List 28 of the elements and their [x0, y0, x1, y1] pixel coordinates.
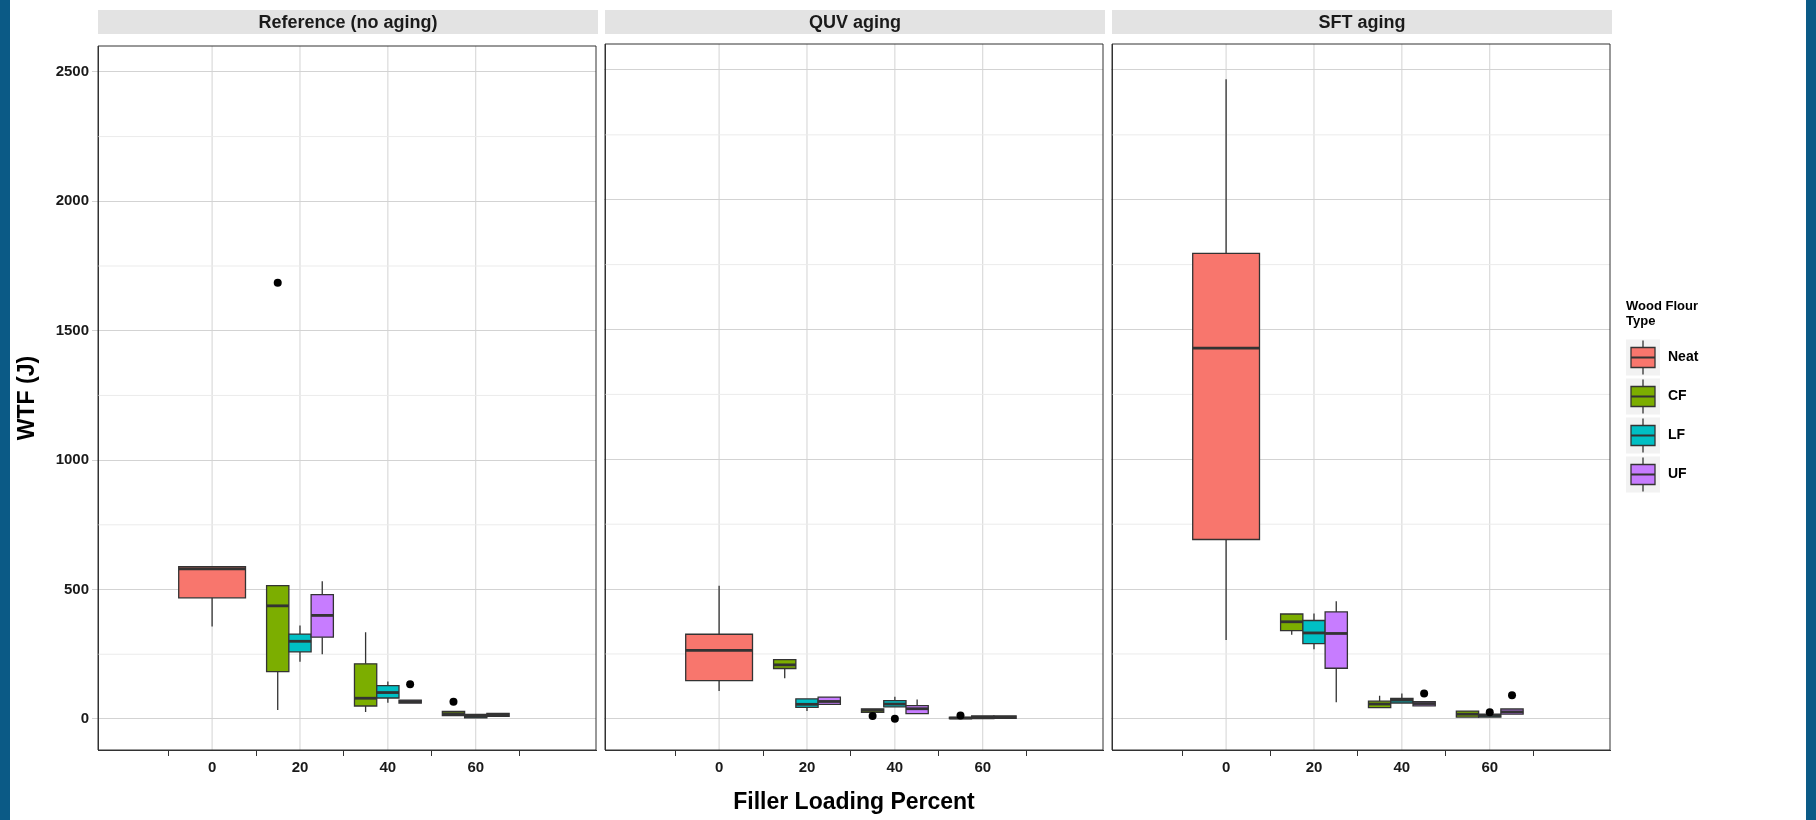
- x-tick-label: 60: [974, 758, 992, 776]
- y-tick-label: 2500: [55, 62, 89, 80]
- chart-title: Reference (no aging): [98, 10, 598, 34]
- y-tick-label: 1000: [55, 450, 89, 468]
- legend-label: Neat: [1668, 348, 1699, 365]
- x-tick-label: 40: [379, 758, 397, 776]
- x-tick-label: 60: [467, 758, 485, 776]
- x-tick-label: 0: [1221, 758, 1231, 776]
- x-tick-label: 60: [1481, 758, 1499, 776]
- x-tick-label: 20: [291, 758, 309, 776]
- legend-title: Wood Flour Type: [1626, 298, 1698, 329]
- y-tick-label: 1500: [55, 320, 89, 338]
- x-axis-title: Filler Loading Percent: [733, 787, 976, 814]
- x-tick-label: 0: [714, 758, 724, 776]
- legend-label: UF: [1668, 465, 1688, 482]
- y-tick-label: 500: [63, 579, 89, 597]
- x-tick-label: 40: [1393, 758, 1411, 776]
- x-tick-label: 0: [207, 758, 217, 776]
- y-axis-title: WTF (J): [13, 355, 40, 441]
- chart-title: QUV aging: [605, 10, 1105, 34]
- legend-label: LF: [1668, 426, 1686, 443]
- x-tick-label: 20: [798, 758, 816, 776]
- y-tick-label: 0: [80, 709, 89, 727]
- chart-title: SFT aging: [1112, 10, 1612, 34]
- legend-label: CF: [1668, 387, 1688, 404]
- x-tick-label: 40: [886, 758, 904, 776]
- x-tick-label: 20: [1305, 758, 1323, 776]
- y-tick-label: 2000: [55, 191, 89, 209]
